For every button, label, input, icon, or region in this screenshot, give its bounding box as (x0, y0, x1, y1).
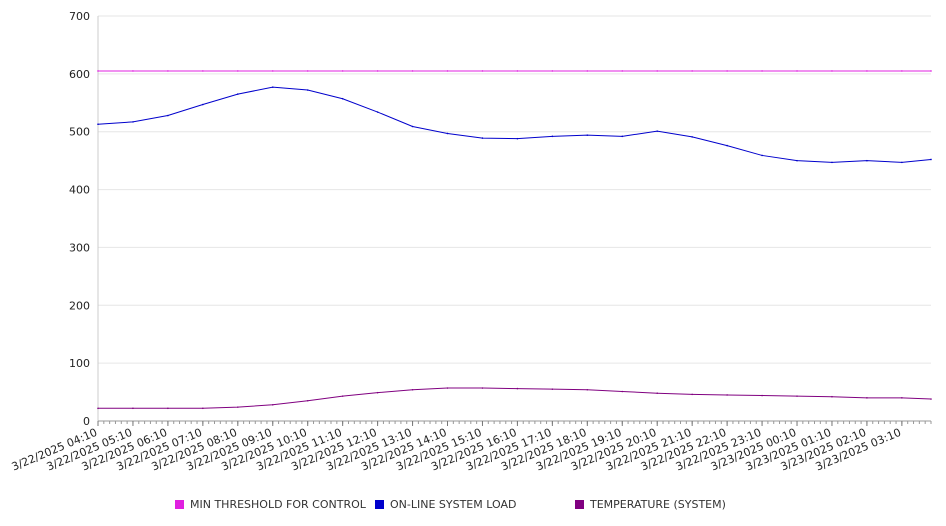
legend-swatch-system-load (375, 500, 384, 509)
y-tick-label: 600 (69, 68, 90, 81)
series-point-0 (796, 70, 798, 72)
series-point-0 (167, 70, 169, 72)
legend-item-temperature[interactable]: TEMPERATURE (SYSTEM) (575, 498, 726, 511)
series-point-2 (202, 407, 204, 410)
series-point-0 (132, 70, 134, 72)
series-point-0 (656, 70, 659, 72)
series-point-1 (481, 137, 484, 139)
series-point-2 (586, 388, 589, 391)
series-point-2 (761, 394, 763, 397)
y-tick-label: 0 (83, 415, 90, 428)
series-point-2 (446, 387, 449, 389)
series-point-2 (306, 399, 309, 402)
series-point-2 (411, 388, 414, 391)
legend-label-temperature: TEMPERATURE (SYSTEM) (590, 498, 726, 511)
legend: MIN THRESHOLD FOR CONTROL ON-LINE SYSTEM… (0, 498, 946, 514)
series-point-1 (411, 125, 414, 128)
series-point-0 (930, 70, 932, 72)
series-point-2 (691, 393, 693, 396)
series-point-0 (516, 70, 519, 72)
legend-label-min-threshold: MIN THRESHOLD FOR CONTROL (190, 498, 366, 511)
series-point-1 (167, 114, 169, 117)
y-tick-label: 300 (69, 241, 90, 254)
series-point-0 (202, 70, 204, 72)
series-point-0 (726, 70, 728, 72)
y-tick-label: 700 (69, 10, 90, 23)
series-point-0 (481, 70, 484, 72)
y-tick-label: 500 (69, 126, 90, 139)
series-point-1 (132, 121, 134, 123)
series-point-0 (271, 70, 274, 72)
series-point-1 (271, 86, 274, 88)
series-point-1 (831, 161, 833, 164)
series-point-2 (726, 394, 728, 396)
series-point-1 (930, 158, 932, 161)
series-point-1 (376, 111, 379, 113)
series-point-1 (866, 159, 868, 162)
series-point-2 (167, 407, 169, 410)
series-point-1 (901, 161, 903, 164)
series-point-2 (831, 395, 833, 398)
series-point-0 (691, 70, 693, 72)
series-point-2 (481, 387, 484, 389)
series-line-1 (97, 86, 932, 163)
series-point-1 (691, 136, 693, 138)
legend-swatch-min-threshold (175, 500, 184, 509)
series-point-1 (796, 159, 798, 162)
series-point-2 (97, 407, 99, 410)
series-point-0 (551, 70, 554, 72)
series-point-1 (516, 137, 519, 140)
series-point-0 (306, 70, 309, 72)
series-point-2 (376, 391, 379, 394)
series-point-2 (866, 397, 868, 399)
series-point-2 (901, 397, 903, 399)
series-point-2 (237, 406, 239, 408)
y-tick-label: 200 (69, 299, 90, 312)
series-point-1 (761, 154, 763, 157)
series-point-2 (930, 398, 932, 400)
series-point-1 (237, 93, 239, 95)
series-point-1 (202, 103, 204, 106)
series-point-0 (341, 70, 344, 72)
series-point-0 (376, 70, 379, 72)
series-point-0 (586, 70, 589, 72)
y-tick-label: 400 (69, 184, 90, 197)
series-point-0 (411, 70, 414, 72)
series-point-1 (726, 144, 728, 147)
series-point-0 (621, 70, 624, 72)
series-point-2 (656, 392, 659, 395)
series-point-1 (551, 135, 554, 138)
series-point-1 (446, 132, 449, 135)
series-point-0 (761, 70, 763, 72)
series-point-1 (341, 97, 344, 100)
series-line-2 (98, 387, 932, 409)
y-tick-label: 100 (69, 357, 90, 370)
legend-item-min-threshold[interactable]: MIN THRESHOLD FOR CONTROL (175, 498, 366, 511)
series-point-1 (97, 123, 99, 125)
series-point-1 (621, 135, 624, 138)
series-point-0 (866, 70, 868, 72)
series-point-2 (551, 388, 554, 390)
series-point-2 (796, 395, 798, 397)
series-point-0 (901, 70, 903, 72)
legend-label-system-load: ON-LINE SYSTEM LOAD (390, 498, 517, 511)
series-point-1 (656, 130, 659, 132)
series-point-2 (341, 395, 344, 397)
legend-item-system-load[interactable]: ON-LINE SYSTEM LOAD (375, 498, 516, 511)
series-point-2 (621, 390, 624, 393)
series-point-0 (237, 70, 239, 72)
series-point-0 (446, 70, 449, 72)
series-point-2 (271, 404, 274, 406)
series-point-2 (132, 407, 134, 410)
series-point-0 (831, 70, 833, 72)
legend-swatch-temperature (575, 500, 584, 509)
series-point-2 (516, 387, 519, 390)
series-point-1 (586, 134, 589, 136)
series-point-0 (97, 70, 99, 72)
series-point-1 (306, 89, 309, 91)
